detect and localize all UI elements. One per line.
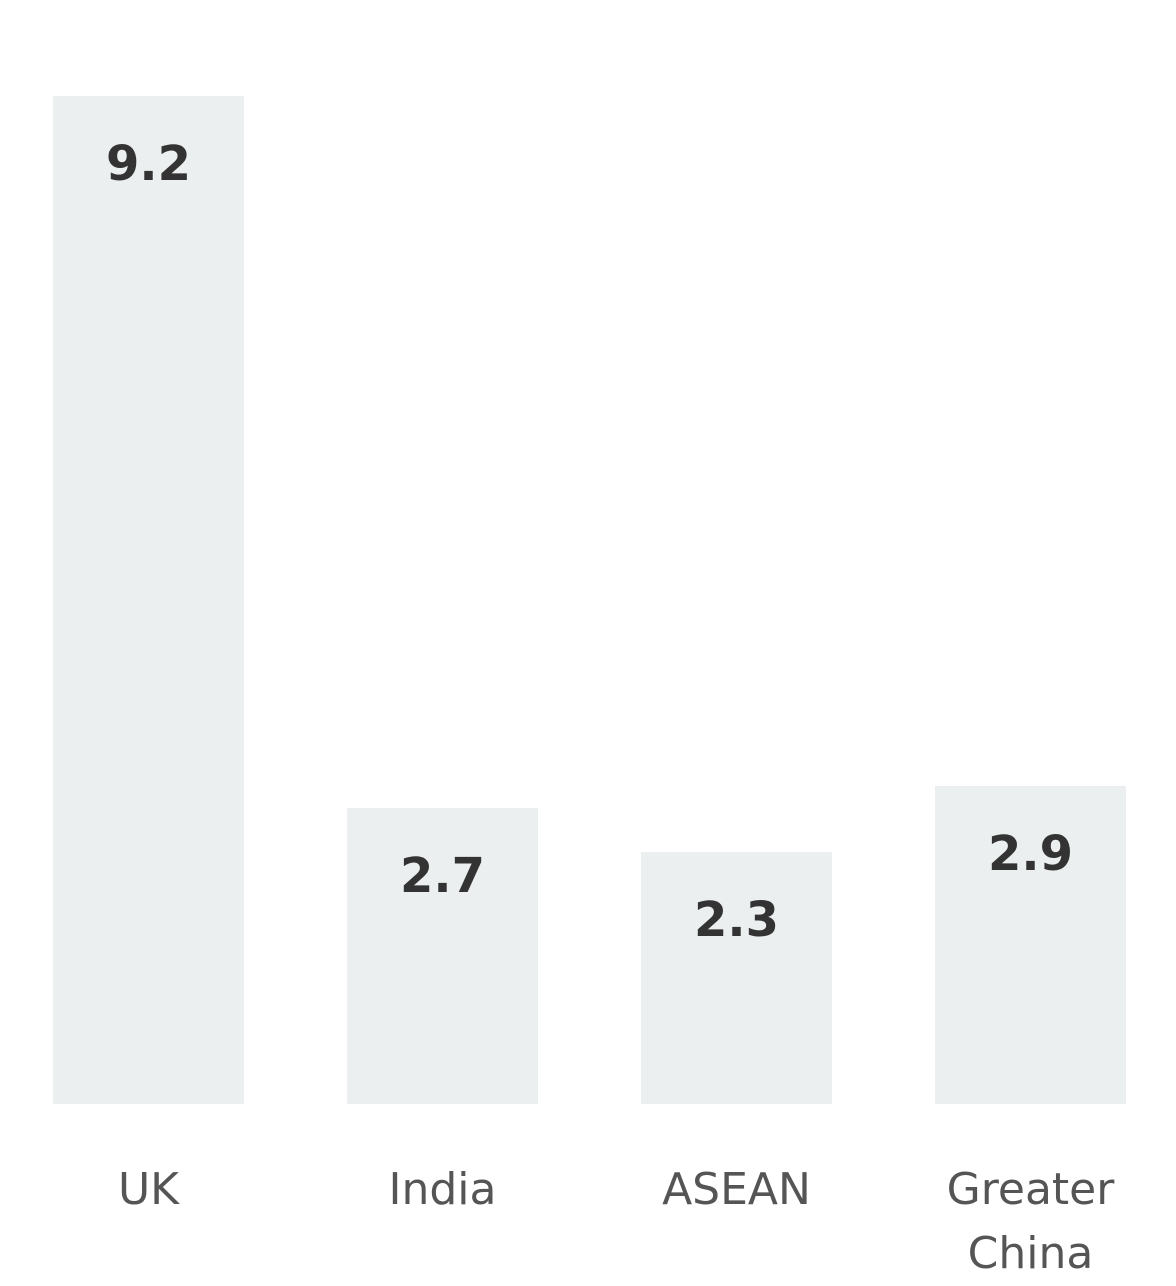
value-label: 2.7	[399, 848, 486, 905]
bar	[53, 96, 244, 1104]
value-label: 9.2	[105, 136, 192, 192]
value-label: 2.3	[693, 892, 780, 948]
category-label: ASEAN	[662, 1164, 811, 1215]
bar	[641, 852, 832, 1104]
category-label: UK	[117, 1164, 180, 1215]
bar	[935, 786, 1126, 1104]
bar	[347, 808, 538, 1104]
value-label: 2.9	[987, 826, 1074, 883]
category-label: Greater China	[946, 1164, 1115, 1279]
category-label: India	[388, 1164, 497, 1215]
